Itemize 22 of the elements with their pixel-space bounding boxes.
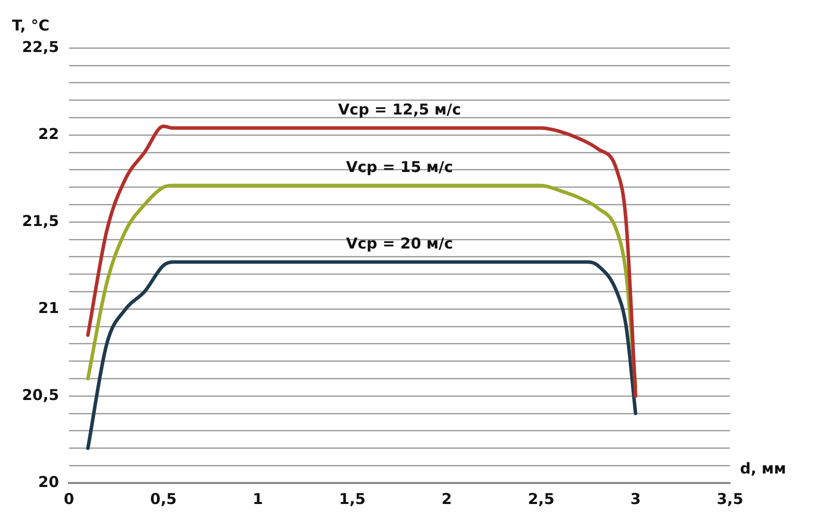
series-label: Vср = 20 м/с [346,234,453,252]
y-tick-label: 21 [38,298,60,317]
x-tick-label: 1,5 [339,490,366,508]
y-tick-label: 22 [38,124,60,143]
x-tick-label: 3 [630,490,641,508]
x-tick-label: 1 [252,490,264,508]
line-series [86,124,638,398]
x-tick-label: 3,5 [716,490,744,508]
series-label: Vср = 12,5 м/с [338,100,462,118]
x-tick-label: 0,5 [150,490,177,508]
y-tick-label: 21,5 [22,212,60,230]
line-series [86,184,638,390]
x-tick-label: 2,5 [528,490,554,508]
y-axis-title: T, °C [12,16,50,34]
y-tick-label: 22,5 [22,38,60,56]
series-label: Vср = 15 м/с [346,158,453,176]
y-tick-label: 20 [38,472,60,491]
x-tick-label: 2 [442,490,452,508]
x-tick-label: 0 [64,490,74,508]
x-axis-title: d, мм [740,459,786,478]
line-series [86,260,638,450]
y-tick-label: 20,5 [22,386,60,404]
